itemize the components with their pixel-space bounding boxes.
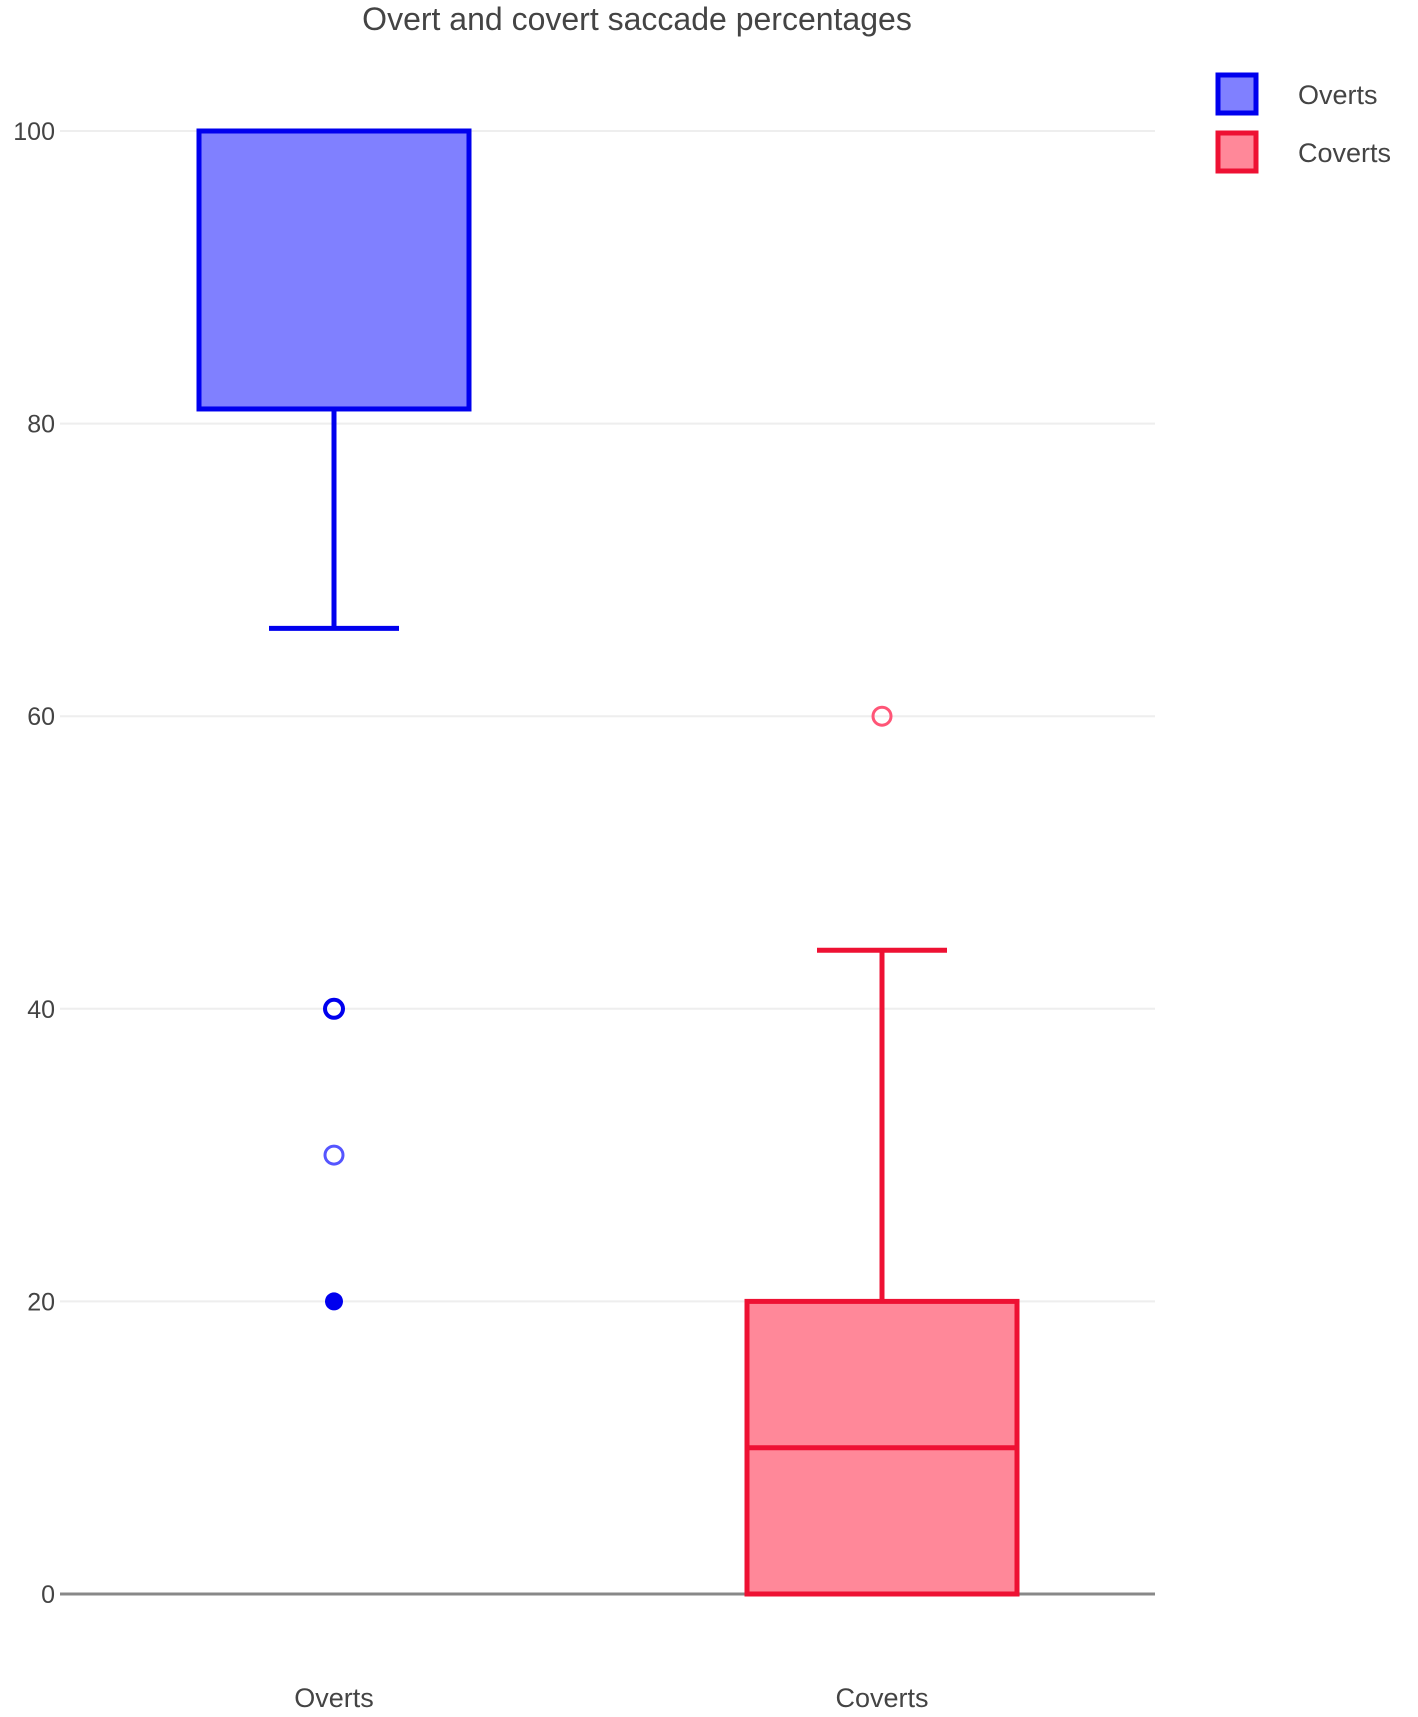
y-tick-label: 100	[13, 118, 55, 146]
legend-label-overts: Overts	[1298, 80, 1378, 110]
x-axis-categories: Overts Coverts	[294, 1683, 928, 1713]
legend-swatch-coverts	[1215, 130, 1259, 174]
y-tick-label: 60	[27, 703, 55, 731]
x-category-label: Overts	[294, 1683, 374, 1713]
interquartile-box	[196, 128, 472, 412]
legend: Overts Coverts	[1215, 72, 1391, 174]
y-tick-label: 40	[27, 996, 55, 1024]
y-tick-label: 0	[41, 1581, 55, 1609]
outlier-point	[871, 705, 893, 727]
y-tick-label: 80	[27, 411, 55, 439]
y-tick-label: 20	[27, 1288, 55, 1316]
outlier-point	[323, 997, 345, 1020]
outlier-point	[325, 1292, 343, 1311]
box-coverts	[744, 705, 1020, 1597]
legend-swatch-overts	[1215, 72, 1259, 116]
y-axis-ticks: 0 20 40 60 80 100	[13, 118, 55, 1609]
x-category-label: Coverts	[835, 1683, 928, 1713]
chart-title: Overt and covert saccade percentages	[362, 1, 912, 37]
box-series	[196, 128, 1020, 1597]
box-overts	[196, 128, 472, 1311]
legend-label-coverts: Coverts	[1298, 138, 1391, 168]
outlier-point	[323, 1144, 345, 1166]
